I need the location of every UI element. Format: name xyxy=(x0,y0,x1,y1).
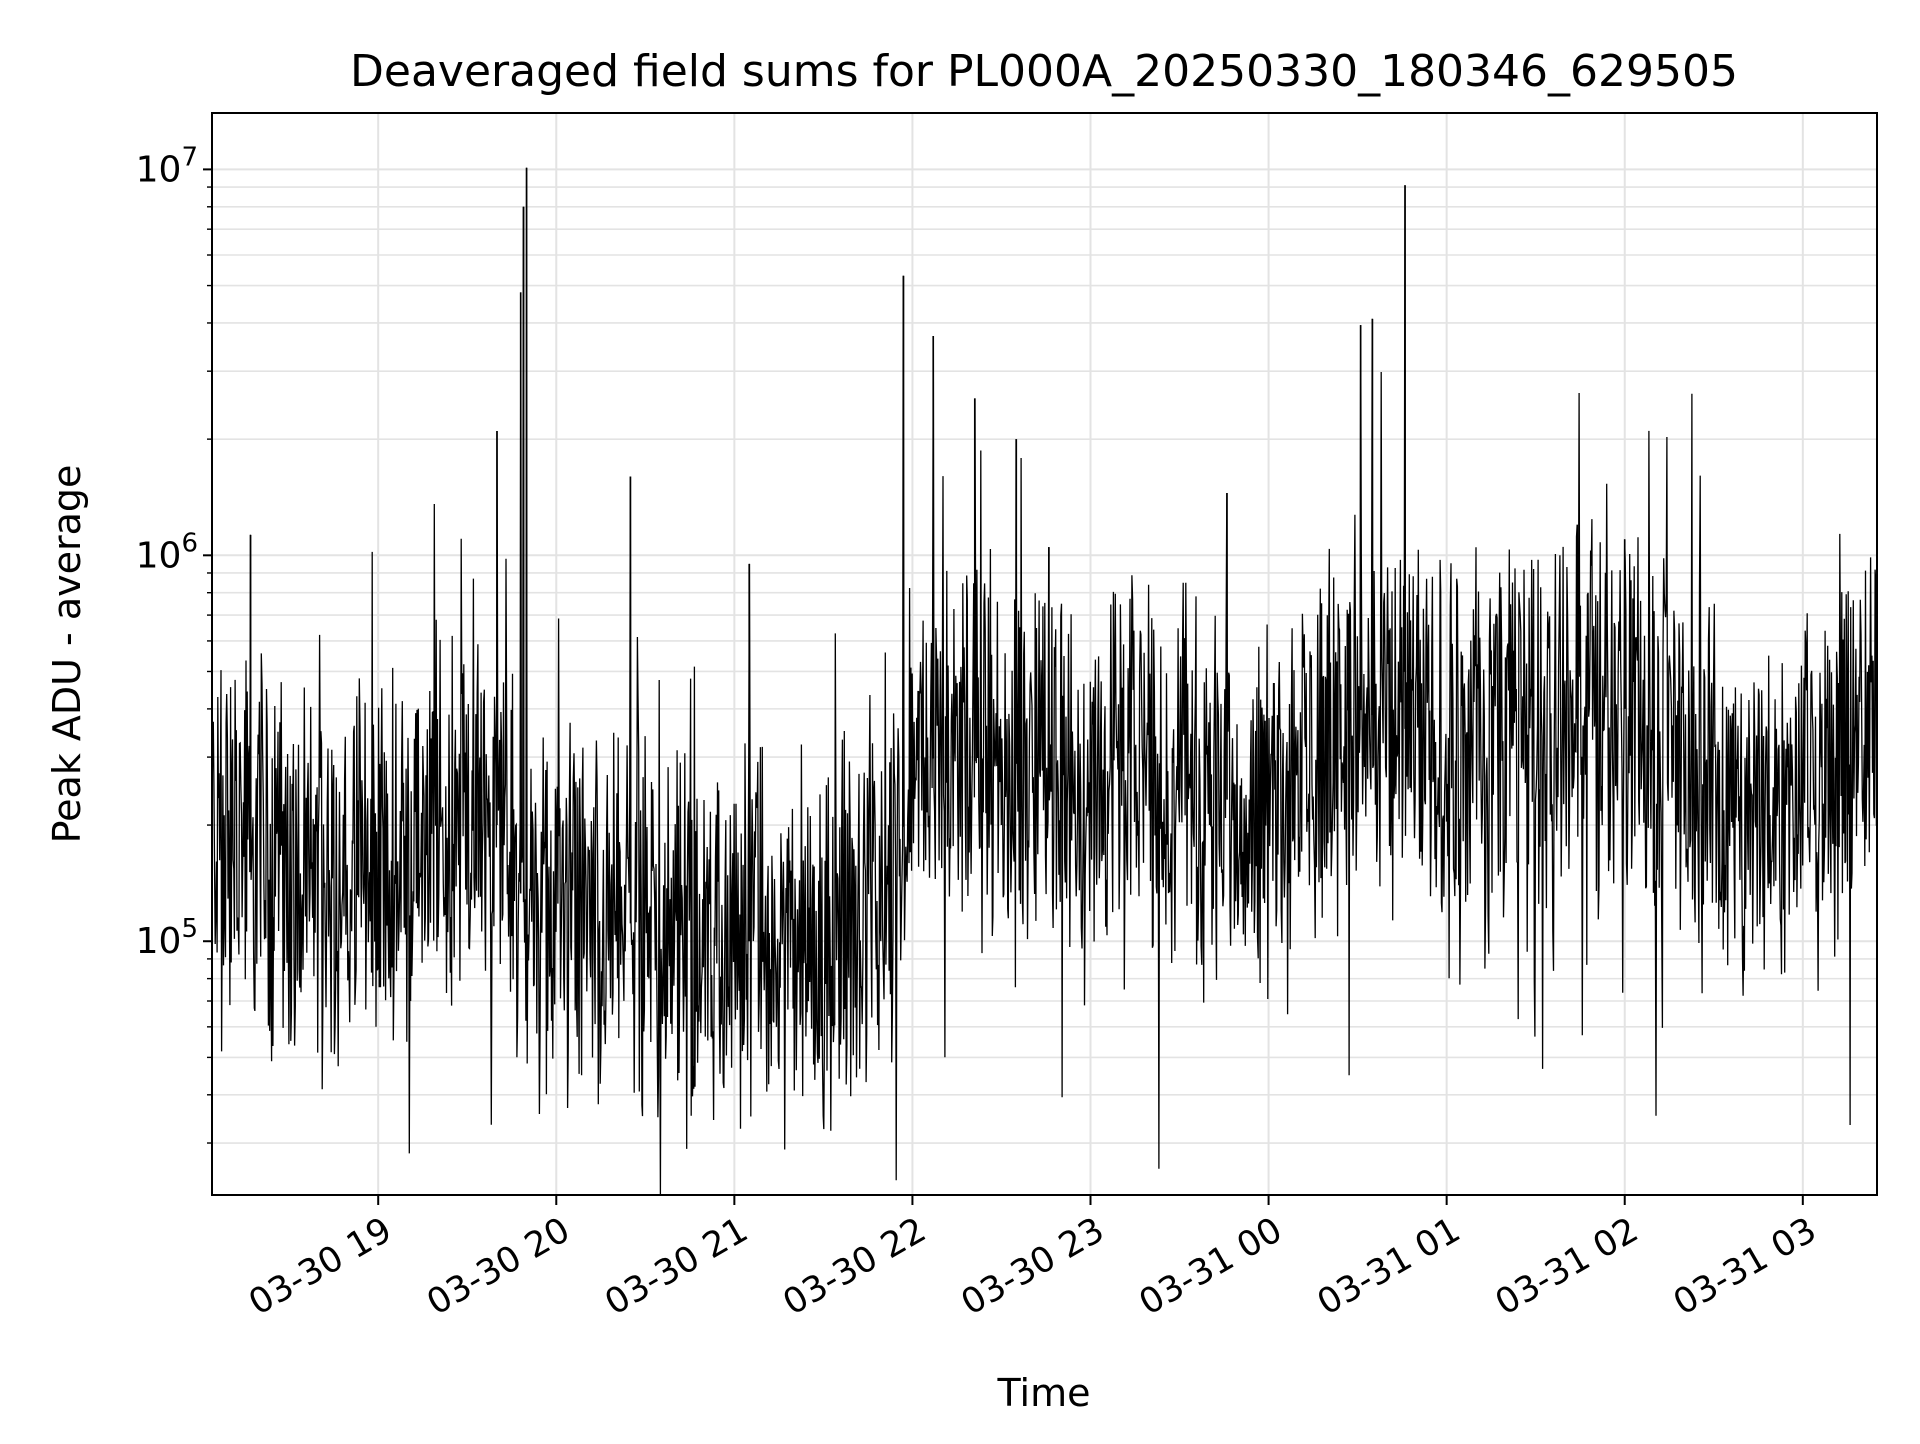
y-tick-base: 10 xyxy=(136,921,182,962)
axes-frame xyxy=(211,112,1878,1196)
y-tick-label: 105 xyxy=(136,914,198,962)
y-axis-label: Peak ADU - average xyxy=(45,465,89,844)
plot-area xyxy=(211,167,1878,1196)
x-axis-label: Time xyxy=(997,1371,1091,1415)
chart-title: Deaveraged field sums for PL000A_2025033… xyxy=(350,46,1738,97)
y-tick-base: 10 xyxy=(136,535,182,576)
y-tick-exponent: 5 xyxy=(181,914,198,944)
y-tick-label: 106 xyxy=(136,528,198,576)
y-tick-base: 10 xyxy=(136,149,182,190)
series-line xyxy=(211,167,1878,1196)
y-tick-label: 107 xyxy=(136,142,198,190)
y-tick-exponent: 6 xyxy=(181,528,198,558)
y-tick-exponent: 7 xyxy=(181,142,198,172)
